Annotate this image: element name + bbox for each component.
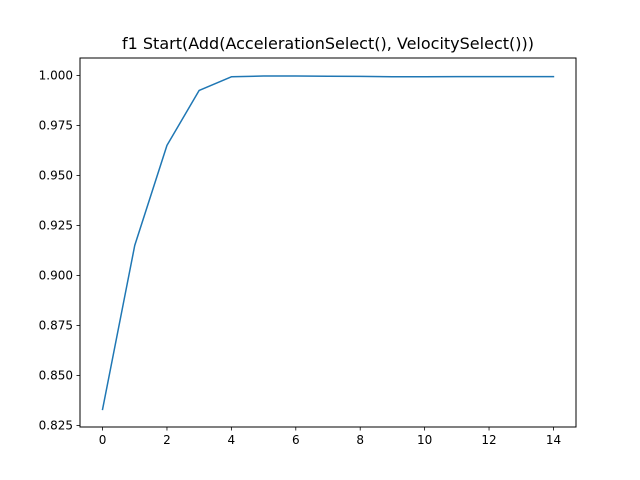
x-tick-label: 14 — [546, 433, 561, 447]
x-tick-label: 10 — [417, 433, 432, 447]
y-tick-label: 0.950 — [39, 168, 73, 182]
x-tick-label: 12 — [481, 433, 496, 447]
x-tick-label: 2 — [163, 433, 171, 447]
y-tick-label: 0.825 — [39, 418, 73, 432]
y-tick-label: 0.975 — [39, 118, 73, 132]
y-tick-label: 0.850 — [39, 368, 73, 382]
y-tick-label: 0.900 — [39, 268, 73, 282]
x-tick-label: 8 — [356, 433, 364, 447]
chart-title: f1 Start(Add(AccelerationSelect(), Veloc… — [122, 34, 534, 53]
series-layer — [101, 75, 555, 411]
x-tick-label: 4 — [228, 433, 236, 447]
x-axis-ticks: 0 2 4 6 8 10 12 14 — [99, 427, 561, 447]
y-tick-label: 0.875 — [39, 318, 73, 332]
y-axis-ticks: 0.825 0.850 0.875 0.900 0.925 0.950 0.975 1.000 — [39, 68, 80, 432]
x-tick-label: 0 — [99, 433, 107, 447]
y-tick-label: 0.925 — [39, 218, 73, 232]
series-line — [101, 75, 555, 411]
y-tick-label: 1.000 — [39, 68, 73, 82]
x-tick-label: 6 — [292, 433, 300, 447]
plot-frame — [79, 57, 577, 428]
